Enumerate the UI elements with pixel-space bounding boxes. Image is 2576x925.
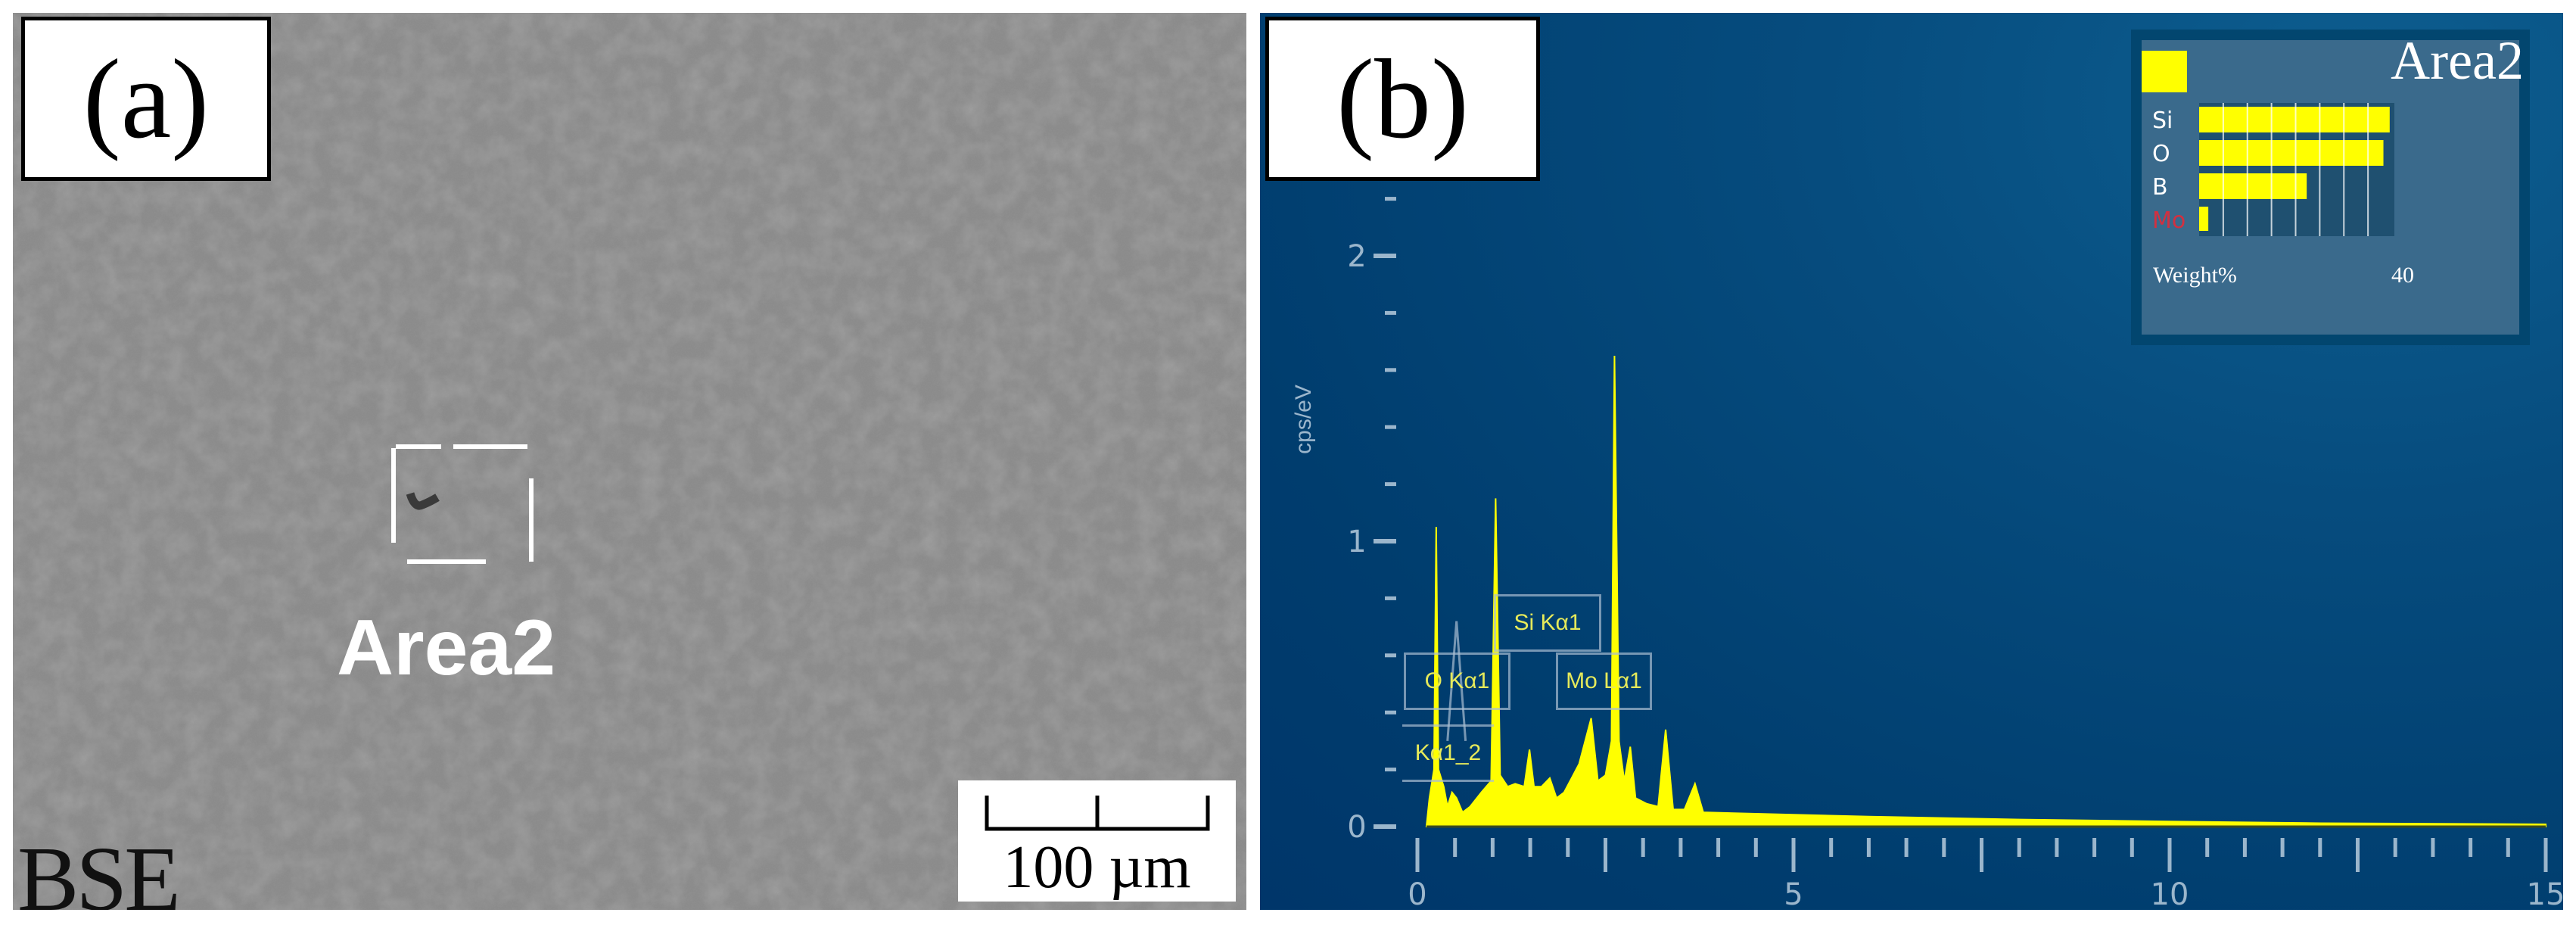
weight-axis-label: Weight% [2153,263,2237,288]
scale-bar-text: 100 µm [1003,834,1191,901]
sem-image-panel: Area2 BSE 100 µm [13,13,1246,910]
scale-bar-line [985,796,1210,831]
x-tick-label: 5 [1784,877,1803,910]
weight-percent-inset: Area2 Si O B Mo Weight% 40 [2131,30,2530,345]
bar-label-b: B [2152,174,2168,201]
bar-o [2199,140,2384,166]
bar-label-si: Si [2152,107,2173,134]
weight-axis-tick: 40 [2391,263,2414,288]
bar-b [2199,173,2307,199]
x-tick-label: 0 [1408,877,1426,910]
y-tick-label: 1 [1347,525,1366,559]
bar-si [2199,107,2390,132]
y-axis-label: cps/eV [1290,385,1316,454]
legend-swatch [2142,51,2187,92]
eds-spectrum-chart: 0 1 2 0 5 10 15 [1347,83,2563,910]
weight-bar-chart: Si OB Mo [2152,103,2394,236]
bar-label-o: O [2152,141,2170,167]
bar-mo [2199,207,2209,231]
panel-b-label: (b) [1265,17,1540,181]
dark-particle [406,492,440,510]
annotation-ka1-2: Kα1_2 [1402,724,1494,782]
area2-label: Area2 [337,604,556,692]
scale-bar: 100 µm [958,780,1236,902]
bar-label-mo: Mo [2152,207,2186,234]
inset-area-title: Area2 [2391,30,2524,91]
x-tick-label: 15 [2527,877,2563,910]
area2-selection-box [391,444,534,564]
annotation-si-ka1: Si Kα1 [1494,594,1601,652]
spectrum-area [1425,355,2546,827]
annotation-mo-la1: Mo Lα1 [1556,652,1652,710]
x-tick-label: 10 [2151,877,2189,910]
panel-a-label: (a) [21,17,271,181]
annotation-o-ka1: O Kα1 [1404,652,1510,710]
reference-peak-outline [1446,621,1467,742]
y-tick-label: 0 [1347,810,1366,845]
bse-mode-label: BSE [17,828,181,910]
y-tick-label: 2 [1347,239,1366,274]
